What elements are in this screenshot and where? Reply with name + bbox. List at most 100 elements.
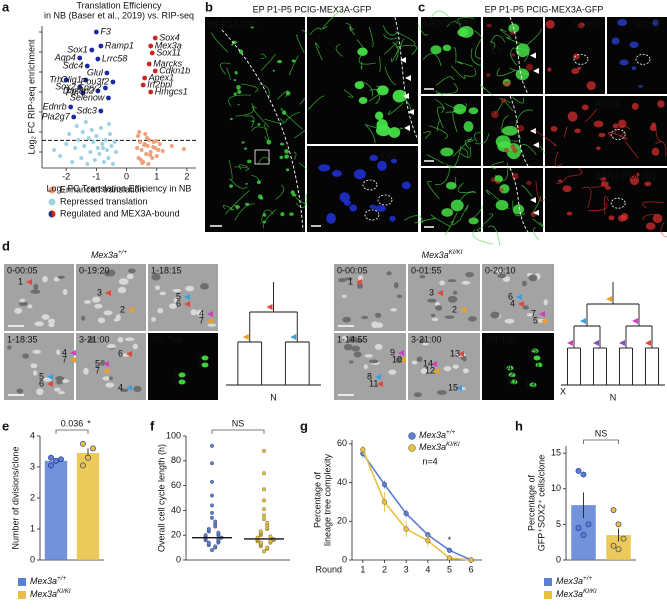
cell [495, 180, 501, 185]
cell [447, 279, 457, 283]
point [83, 120, 88, 124]
cell [124, 337, 135, 342]
point [100, 146, 105, 150]
cell [349, 360, 354, 364]
point [181, 147, 186, 151]
timelapse-frame [4, 264, 74, 331]
arrowhead [207, 311, 213, 317]
cell [117, 286, 127, 294]
genotype-label: Mex3aKI/KI [419, 441, 460, 452]
annotation: * [87, 418, 91, 428]
point [262, 487, 266, 492]
process [660, 221, 667, 238]
cell [571, 68, 580, 75]
cell [56, 349, 61, 355]
panel-letter: h [515, 418, 523, 433]
cell [153, 273, 160, 278]
bar [76, 453, 100, 560]
cell [354, 81, 365, 90]
arrowhead [26, 279, 32, 285]
point [73, 146, 78, 150]
cell [185, 285, 195, 292]
cell [515, 43, 530, 58]
cell [83, 367, 89, 375]
cell [545, 20, 555, 29]
cell [598, 132, 606, 138]
point [213, 519, 218, 524]
cell [279, 155, 284, 160]
genotype-label: Mex3a+/+ [91, 249, 127, 260]
cell-number: 9 [529, 352, 534, 362]
cell [562, 185, 572, 193]
process [435, 99, 445, 114]
point [610, 507, 617, 514]
cell [512, 148, 518, 153]
process [345, 23, 352, 32]
gene-label: Spry2 [78, 82, 102, 92]
cell [629, 41, 639, 48]
cell [133, 385, 142, 393]
cell [81, 315, 86, 321]
allele: KI/KI [57, 588, 71, 595]
point [136, 134, 141, 138]
gene-name: Mex3a [419, 442, 446, 452]
y-axis-label: Percentage of [526, 474, 536, 531]
y-tick-label: 60 [337, 438, 347, 448]
panel-letter: c [418, 0, 425, 14]
arrowhead [400, 57, 406, 63]
gene-label: Lrrc58 [102, 53, 128, 63]
allele: +/+ [446, 429, 455, 436]
cell [233, 92, 237, 96]
point [468, 557, 474, 563]
cell [522, 305, 530, 310]
cell-number: 4 [118, 382, 123, 392]
process [210, 32, 229, 53]
process [501, 115, 509, 133]
point [210, 503, 214, 508]
point [148, 89, 154, 95]
inset-box [254, 149, 270, 165]
point [106, 156, 111, 160]
cell [97, 317, 106, 324]
process [238, 164, 248, 170]
cell [115, 313, 121, 321]
legend-marker [48, 210, 52, 218]
legend-marker [48, 186, 56, 194]
process [360, 61, 363, 70]
point [110, 162, 115, 166]
process [240, 83, 259, 93]
point [137, 130, 142, 134]
arrowhead [458, 351, 464, 357]
cell [244, 147, 247, 150]
cell [262, 220, 266, 224]
process [642, 213, 657, 221]
gene-label: Fth [66, 87, 79, 97]
cell [353, 169, 366, 180]
cell [256, 180, 261, 185]
panel-letter: f [150, 418, 155, 433]
x-axis-label: Round [315, 564, 342, 574]
point [615, 521, 622, 528]
process [429, 125, 448, 140]
y-tick-label: 1 [30, 523, 35, 533]
line [362, 453, 472, 561]
process [295, 193, 308, 204]
cell-number: 14 [502, 362, 512, 372]
arrowhead [398, 350, 404, 356]
process [234, 166, 250, 171]
point [48, 462, 54, 469]
cell-number: 7 [62, 354, 67, 364]
cell [106, 344, 117, 349]
timestamp: 0-19:20 [79, 265, 110, 275]
point [63, 77, 69, 83]
process [475, 133, 490, 145]
x-tick-label: 1 [154, 171, 159, 181]
cell [462, 368, 469, 374]
point [142, 143, 147, 147]
arrowhead [377, 381, 383, 387]
cell-number: 12 [425, 365, 435, 375]
arrowhead [516, 294, 522, 300]
point [91, 140, 96, 144]
gene-name: Mex3a [30, 589, 57, 599]
outline [610, 129, 626, 140]
